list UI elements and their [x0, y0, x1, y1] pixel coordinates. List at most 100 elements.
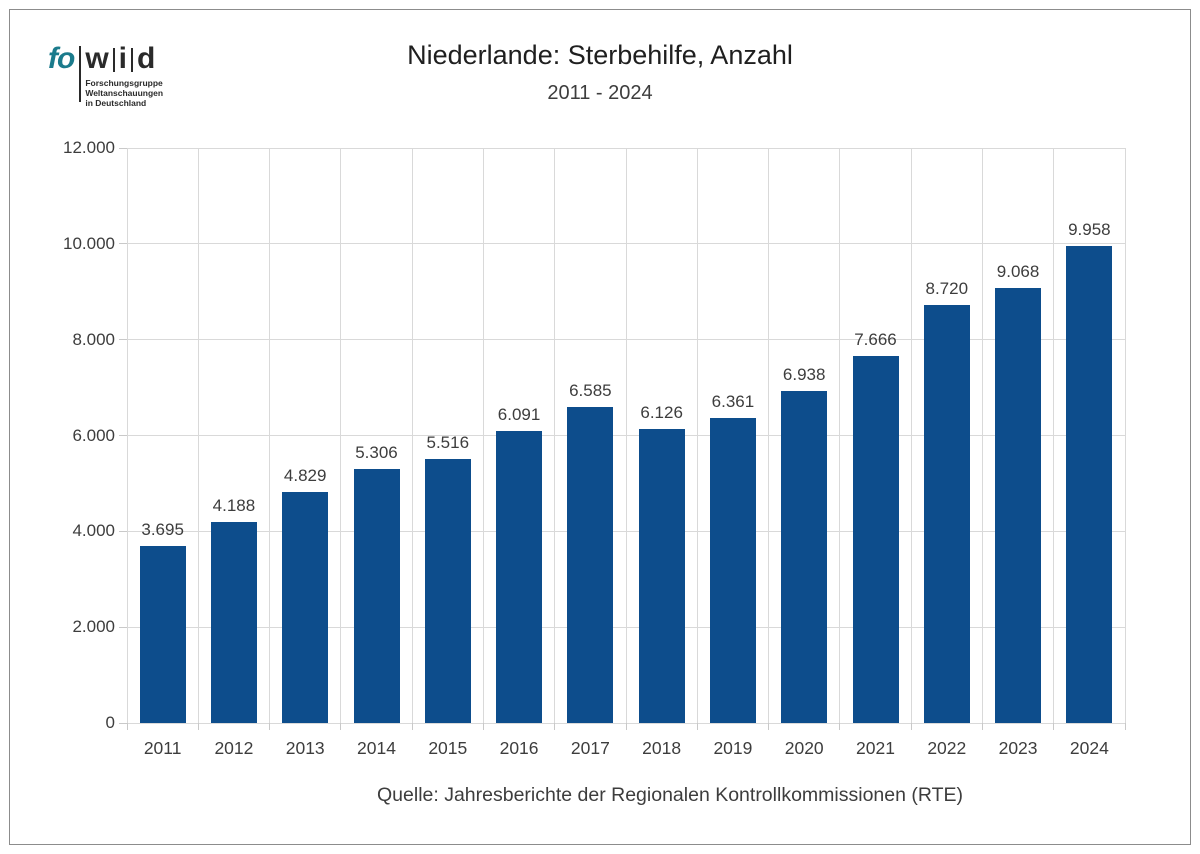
logo-i: i — [118, 42, 128, 75]
x-axis-label: 2016 — [499, 738, 539, 758]
x-axis-label: 2013 — [285, 738, 325, 758]
bar-2016 — [496, 431, 543, 723]
logo-subtitle-line: in Deutschland — [85, 98, 147, 108]
bar-value-label: 9.068 — [996, 262, 1040, 281]
x-axis-tick — [269, 723, 271, 730]
gridline-vertical — [554, 148, 556, 723]
y-axis-label: 6.000 — [72, 425, 115, 445]
gridline-vertical — [126, 148, 128, 723]
y-axis-label: 12.000 — [63, 138, 115, 157]
x-axis-label: 2022 — [927, 738, 967, 758]
y-axis-tick — [119, 435, 127, 436]
y-axis-tick — [119, 722, 127, 724]
bar-2023 — [995, 288, 1042, 723]
bar-value-label: 9.958 — [1068, 220, 1111, 239]
bar-value-label: 4.829 — [283, 466, 327, 485]
x-axis-label: 2012 — [214, 738, 254, 758]
y-axis-label: 2.000 — [72, 617, 115, 637]
logo-divider-short — [131, 48, 134, 72]
gridline-vertical — [625, 148, 627, 723]
source-caption: Quelle: Jahresberichte der Regionalen Ko… — [377, 784, 963, 806]
gridline-vertical — [981, 148, 983, 723]
x-axis-tick — [839, 723, 841, 730]
bar-value-label: 8.720 — [925, 279, 969, 298]
x-axis-label: 2019 — [713, 738, 753, 758]
gridline-vertical — [910, 148, 912, 723]
bar-value-label: 6.938 — [782, 365, 826, 384]
y-axis-label: 8.000 — [72, 329, 115, 349]
y-axis-tick — [119, 147, 127, 149]
x-axis-tick — [197, 723, 199, 730]
bar-2014 — [353, 469, 400, 723]
logo-wid: w i d — [85, 42, 163, 75]
gridline-vertical — [1124, 148, 1126, 723]
logo-d: d — [137, 42, 156, 75]
x-axis-tick — [126, 723, 128, 730]
x-axis-label: 2021 — [856, 738, 895, 758]
bar-2018 — [638, 429, 685, 723]
chart-header: Niederlande: Sterbehilfe, Anzahl 2011 - … — [0, 40, 1200, 105]
x-axis-tick — [554, 723, 556, 730]
x-axis-tick — [768, 723, 770, 730]
gridline-vertical — [411, 148, 413, 723]
y-axis-tick — [119, 626, 127, 628]
gridline-vertical — [696, 148, 698, 723]
x-axis-tick — [482, 723, 484, 730]
x-axis-label: 2024 — [1069, 738, 1109, 758]
logo-w: w — [85, 42, 109, 75]
bar-2011 — [139, 546, 186, 723]
logo-right-block: w i d Forschungsgruppe Weltanschauungen … — [85, 42, 163, 109]
bar-2015 — [424, 459, 471, 723]
bar-2019 — [709, 418, 756, 723]
x-axis-tick — [696, 723, 698, 730]
bar-2012 — [210, 522, 257, 723]
y-axis-label: 0 — [105, 713, 115, 732]
logo-fo: fo — [48, 42, 75, 75]
bar-value-label: 5.306 — [355, 443, 398, 462]
y-axis-tick — [119, 339, 127, 341]
gridline-vertical — [269, 148, 271, 723]
logo-subtitle: Forschungsgruppe Weltanschauungen in Deu… — [85, 78, 163, 108]
bar-2013 — [282, 492, 329, 723]
y-axis-label: 4.000 — [72, 521, 115, 541]
bar-value-label: 6.126 — [640, 403, 683, 422]
y-axis-label: 10.000 — [63, 233, 115, 253]
x-axis-tick — [910, 723, 912, 730]
chart-title: Niederlande: Sterbehilfe, Anzahl — [407, 40, 793, 70]
bar-value-label: 5.516 — [426, 433, 470, 452]
x-axis-tick — [1053, 723, 1055, 730]
bar-value-label: 3.695 — [141, 520, 184, 539]
x-axis-tick — [1124, 723, 1126, 730]
bar-value-label: 6.585 — [569, 381, 612, 400]
bar-2017 — [567, 407, 614, 723]
plot-area: 0 2.000 4.000 6.000 8.000 10.000 12.000 3.695 20… — [63, 138, 1126, 758]
logo-subtitle-line: Forschungsgruppe — [85, 78, 163, 88]
bar-value-label: 4.188 — [212, 496, 256, 515]
x-axis-label: 2020 — [784, 738, 824, 758]
gridline-vertical — [1053, 148, 1055, 723]
bar-2021 — [852, 356, 899, 723]
y-axis-tick — [119, 243, 127, 245]
logo-divider-tall — [79, 46, 82, 102]
fowid-logo: fo w i d Forschungsgruppe Weltanschauung… — [48, 42, 163, 109]
chart-subtitle: 2011 - 2024 — [547, 82, 653, 104]
gridline-vertical — [768, 148, 770, 723]
x-axis-tick — [981, 723, 983, 730]
y-axis-tick — [119, 530, 127, 532]
bar-value-label: 6.091 — [497, 405, 541, 424]
x-axis-label: 2014 — [357, 738, 396, 758]
gridline-vertical — [340, 148, 342, 723]
gridline-vertical — [482, 148, 484, 723]
x-axis-tick — [625, 723, 627, 730]
logo-subtitle-line: Weltanschauungen — [85, 88, 164, 98]
bar-2020 — [781, 391, 828, 723]
gridline-vertical — [197, 148, 199, 723]
x-axis-tick — [411, 723, 413, 730]
bar-2022 — [923, 305, 970, 723]
x-axis-label: 2015 — [428, 738, 468, 758]
bar-2024 — [1066, 246, 1113, 723]
bar-value-label: 6.361 — [711, 392, 755, 411]
gridline-vertical — [839, 148, 841, 723]
x-axis-label: 2017 — [570, 738, 610, 758]
